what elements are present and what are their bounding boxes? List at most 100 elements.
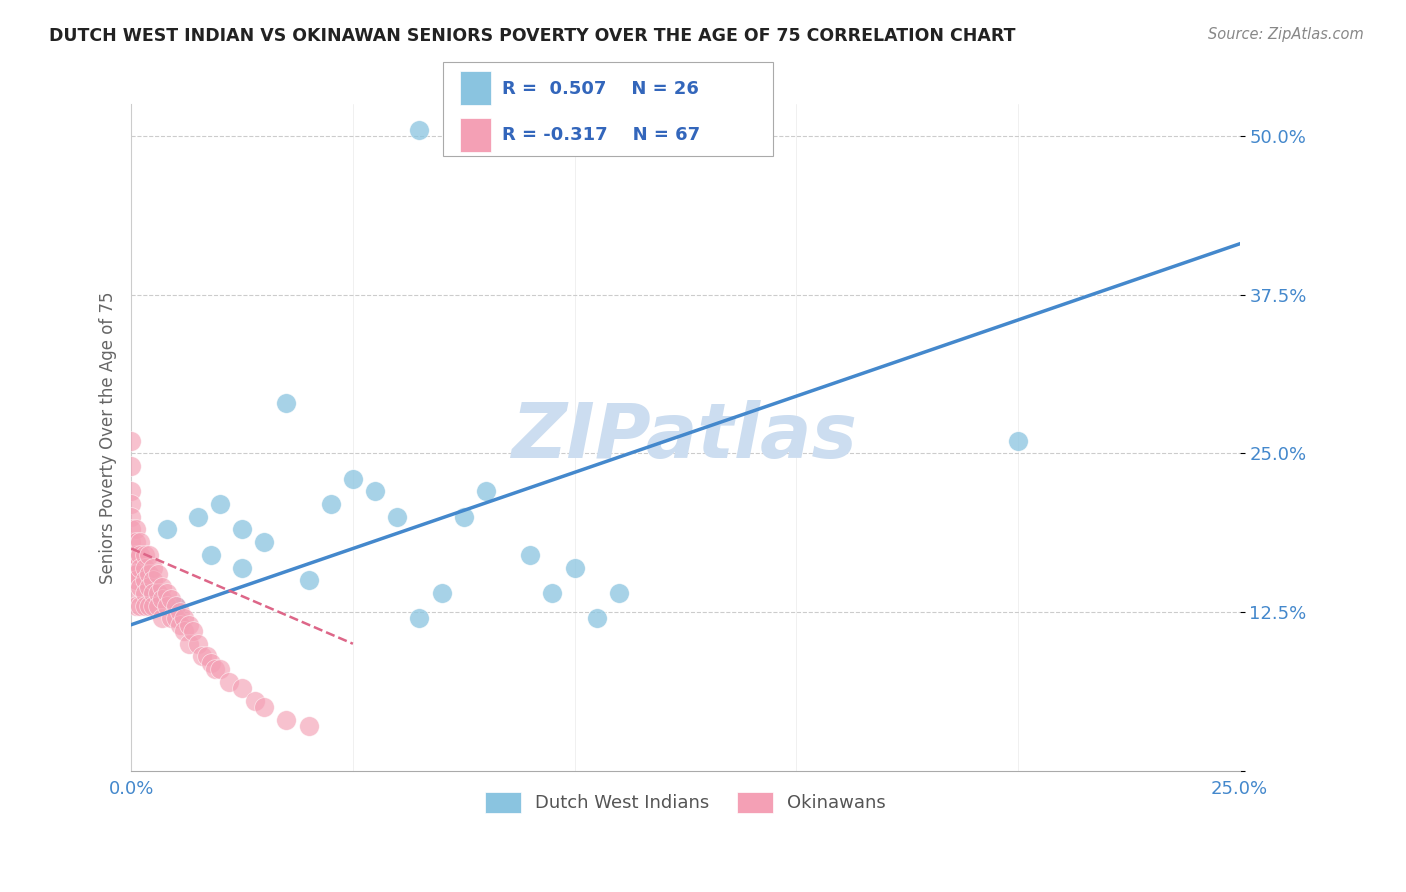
- Point: [129, 580, 152, 594]
- Point: [129, 599, 152, 613]
- Point: [125, 548, 148, 562]
- Point: [134, 599, 156, 613]
- Point: [231, 681, 253, 695]
- Point: [142, 586, 165, 600]
- Point: [187, 509, 209, 524]
- Point: [138, 599, 160, 613]
- Point: [156, 523, 179, 537]
- Point: [120, 434, 142, 448]
- Point: [181, 624, 204, 638]
- Point: [138, 548, 160, 562]
- Point: [150, 592, 173, 607]
- Point: [134, 586, 156, 600]
- Text: R = -0.317    N = 67: R = -0.317 N = 67: [502, 127, 700, 145]
- Point: [150, 611, 173, 625]
- Point: [173, 611, 195, 625]
- Point: [169, 617, 191, 632]
- Point: [120, 586, 142, 600]
- Point: [138, 566, 160, 581]
- Point: [120, 523, 142, 537]
- Point: [165, 599, 187, 613]
- Point: [156, 586, 179, 600]
- Point: [120, 497, 142, 511]
- Point: [169, 605, 191, 619]
- Point: [120, 535, 142, 549]
- Point: [125, 574, 148, 588]
- Point: [208, 662, 231, 676]
- Point: [160, 611, 183, 625]
- Point: [297, 574, 319, 588]
- Point: [200, 548, 222, 562]
- Point: [125, 599, 148, 613]
- Point: [208, 497, 231, 511]
- Point: [146, 599, 169, 613]
- Point: [120, 554, 142, 568]
- Point: [475, 484, 498, 499]
- Point: [253, 700, 276, 714]
- Point: [120, 560, 142, 574]
- Point: [430, 586, 453, 600]
- Point: [364, 484, 387, 499]
- Point: [253, 535, 276, 549]
- Point: [129, 548, 152, 562]
- Point: [195, 649, 218, 664]
- Point: [408, 611, 430, 625]
- Point: [564, 560, 586, 574]
- Point: [231, 560, 253, 574]
- Text: R =  0.507    N = 26: R = 0.507 N = 26: [502, 79, 699, 97]
- Point: [146, 566, 169, 581]
- Text: ZIPatlas: ZIPatlas: [512, 401, 859, 475]
- Point: [120, 484, 142, 499]
- Point: [125, 566, 148, 581]
- Point: [120, 509, 142, 524]
- Point: [342, 472, 364, 486]
- Point: [120, 548, 142, 562]
- Point: [204, 662, 226, 676]
- Point: [218, 674, 240, 689]
- Point: [165, 599, 187, 613]
- Point: [165, 611, 187, 625]
- Point: [408, 122, 430, 136]
- Point: [177, 637, 200, 651]
- Point: [245, 694, 267, 708]
- Text: DUTCH WEST INDIAN VS OKINAWAN SENIORS POVERTY OVER THE AGE OF 75 CORRELATION CHA: DUTCH WEST INDIAN VS OKINAWAN SENIORS PO…: [49, 27, 1015, 45]
- Text: Source: ZipAtlas.com: Source: ZipAtlas.com: [1208, 27, 1364, 42]
- Point: [585, 611, 607, 625]
- Point: [134, 560, 156, 574]
- Point: [187, 637, 209, 651]
- Point: [160, 592, 183, 607]
- Point: [138, 580, 160, 594]
- Point: [200, 656, 222, 670]
- Point: [142, 574, 165, 588]
- Legend: Dutch West Indians, Okinawans: Dutch West Indians, Okinawans: [475, 783, 896, 822]
- Point: [387, 509, 409, 524]
- Point: [177, 617, 200, 632]
- Point: [276, 395, 298, 409]
- Point: [319, 497, 342, 511]
- Point: [142, 586, 165, 600]
- Point: [129, 535, 152, 549]
- Point: [607, 586, 630, 600]
- Point: [142, 560, 165, 574]
- Point: [134, 548, 156, 562]
- Point: [134, 574, 156, 588]
- Point: [129, 560, 152, 574]
- Point: [541, 586, 564, 600]
- Point: [173, 624, 195, 638]
- Point: [453, 509, 475, 524]
- Point: [191, 649, 214, 664]
- Point: [120, 458, 142, 473]
- Point: [297, 719, 319, 733]
- Point: [125, 523, 148, 537]
- Point: [519, 548, 541, 562]
- Point: [276, 713, 298, 727]
- Point: [1007, 434, 1029, 448]
- Point: [125, 535, 148, 549]
- Point: [120, 566, 142, 581]
- Point: [146, 586, 169, 600]
- Point: [142, 599, 165, 613]
- Point: [156, 599, 179, 613]
- Point: [150, 580, 173, 594]
- Point: [231, 523, 253, 537]
- Y-axis label: Seniors Poverty Over the Age of 75: Seniors Poverty Over the Age of 75: [100, 291, 117, 583]
